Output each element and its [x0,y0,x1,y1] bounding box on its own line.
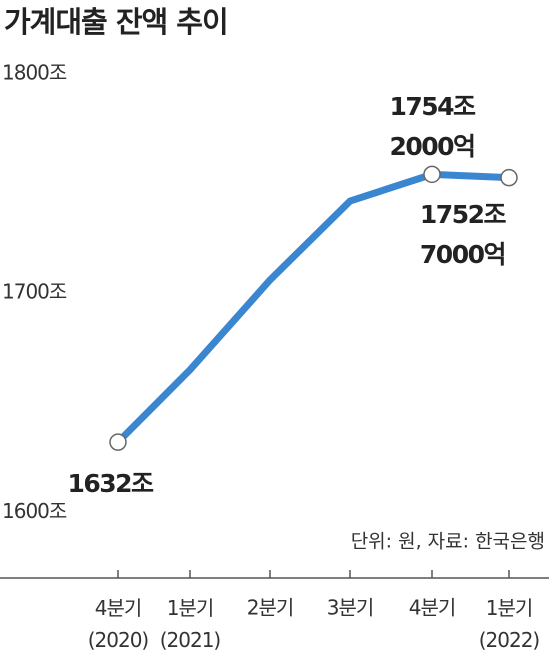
point-marker [423,165,441,184]
x-tick-label: 1분기 (2022) [479,596,540,652]
x-tick-label: 4분기 [409,596,456,620]
point-marker [500,168,518,187]
source-note: 단위: 원, 자료: 한국은행 [351,531,545,553]
y-tick-label: 1700조 [2,280,67,304]
data-line [115,170,510,445]
x-tick-label: 4분기 (2020) [88,596,149,652]
value-label: 1632조 [67,469,154,498]
point-marker [109,433,127,451]
x-tick-label: 1분기 (2021) [160,596,221,652]
y-tick-label: 1800조 [2,61,67,85]
chart-title: 가계대출 잔액 추이 [4,5,228,39]
value-label: 1754조 2000억 [389,92,476,161]
x-tick-label: 2분기 [247,596,294,620]
y-tick-label: 1600조 [2,499,67,523]
x-tick-label: 3분기 [327,596,374,620]
value-label: 1752조 7000억 [420,200,507,269]
